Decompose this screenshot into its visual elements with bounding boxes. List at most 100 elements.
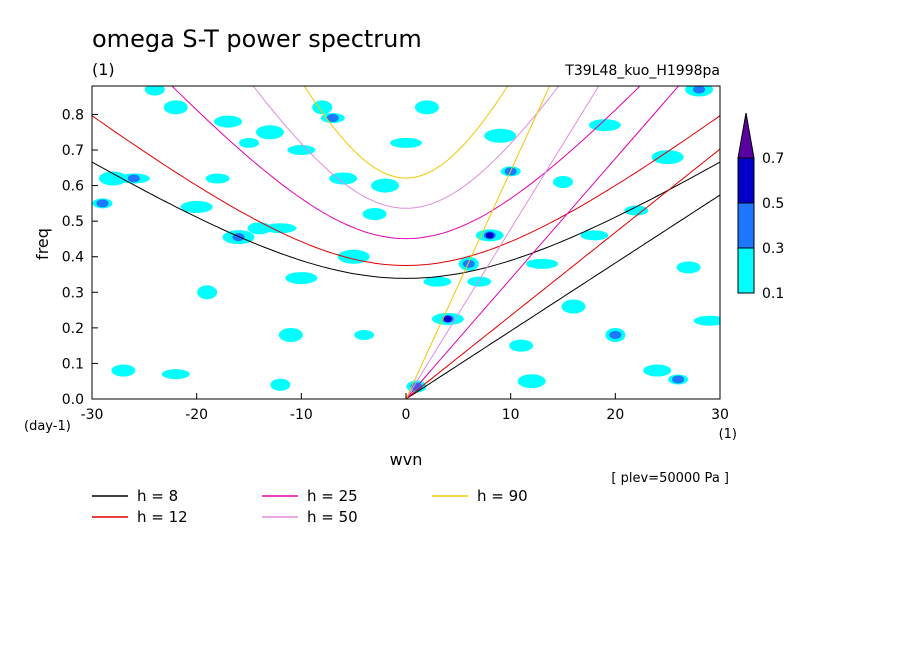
dispersion-curve-8 — [92, 161, 720, 279]
contour-cell — [205, 173, 230, 184]
contour-cell — [239, 137, 259, 148]
colorbar: 0.7 0.5 0.3 0.1 — [737, 112, 784, 302]
dispersion-curve-12 — [92, 115, 720, 267]
kelvin-curve-25 — [405, 86, 680, 399]
x-tick-label: 0 — [402, 407, 411, 423]
dispersion-curve-25 — [171, 86, 641, 240]
chart-title: omega S-T power spectrum — [92, 25, 422, 53]
x-tick-label: -20 — [185, 407, 208, 423]
contour-cell — [484, 128, 517, 143]
contour-cell — [672, 375, 685, 384]
contour-cell — [390, 137, 422, 148]
contour-cell — [111, 364, 136, 377]
x-tick-label: -10 — [290, 407, 313, 423]
contour-cell — [96, 199, 109, 208]
contour-cell — [609, 330, 622, 339]
contour-cell — [285, 272, 318, 285]
y-tick-label: 0.7 — [62, 143, 84, 159]
contour-cell — [676, 261, 701, 274]
legend-label: h = 25 — [307, 487, 358, 505]
kelvin-curve-8 — [405, 194, 720, 399]
contour-cell — [517, 374, 546, 389]
contour-cell — [485, 232, 494, 239]
y-tick-label: 0.4 — [62, 250, 84, 266]
y-tick-label: 0.8 — [62, 107, 84, 123]
contour-cell — [326, 114, 339, 123]
dispersion-curves — [92, 86, 720, 399]
contour-cell — [561, 299, 586, 314]
contour-cell — [354, 329, 375, 340]
x-axis-label: wvn — [390, 450, 423, 469]
contour-cell — [362, 208, 387, 221]
y-tick-label: 0.3 — [62, 285, 84, 301]
dispersion-curve-50 — [252, 86, 560, 209]
y-tick-label: 0.0 — [62, 392, 84, 408]
contour-cell — [443, 315, 452, 322]
legend-label: h = 90 — [477, 487, 528, 505]
contour-cell — [526, 258, 559, 269]
contour-cell — [98, 171, 127, 186]
y-tick-label: 0.6 — [62, 179, 84, 195]
legend-label: h = 12 — [137, 508, 188, 526]
contour-cell — [312, 100, 333, 115]
kelvin-curve-12 — [405, 148, 720, 399]
x-axis-unit: (1) — [719, 427, 737, 442]
contour-cell — [414, 100, 439, 115]
colorbar-label: 0.1 — [762, 286, 784, 302]
colorbar-label: 0.5 — [762, 196, 784, 212]
x-tick-label: 10 — [502, 407, 520, 423]
contour-cell — [270, 378, 291, 391]
plev-annotation: [ plev=50000 Pa ] — [611, 471, 729, 486]
colorbar-segment — [737, 157, 755, 204]
contour-cell — [588, 119, 621, 132]
contour-cell — [180, 200, 213, 213]
legend-label: h = 8 — [137, 487, 178, 505]
contour-cell — [278, 327, 303, 342]
colorbar-label: 0.3 — [762, 241, 784, 257]
legend-label: h = 50 — [307, 508, 358, 526]
y-axis-ticks: 0.0 0.1 0.2 0.3 0.4 0.5 0.6 0.7 0.8 — [62, 107, 98, 408]
contour-cell — [127, 174, 140, 183]
colorbar-arrow — [737, 112, 755, 159]
contour-cell — [553, 176, 573, 189]
y-tick-label: 0.1 — [62, 356, 84, 372]
contour-cell — [264, 223, 297, 234]
x-axis-ticks: -30 -20 -10 0 10 20 30 — [81, 393, 729, 423]
contour-cell — [197, 285, 218, 300]
contour-cell — [337, 249, 370, 264]
legend: h = 8 h = 25 h = 90 h = 12 h = 50 — [92, 487, 528, 526]
y-tick-label: 0.2 — [62, 321, 84, 337]
dispersion-curve-90 — [303, 86, 509, 179]
contour-cell — [163, 100, 188, 115]
x-tick-label: 20 — [606, 407, 624, 423]
x-tick-label: -30 — [81, 407, 104, 423]
run-label: T39L48_kuo_H1998pa — [564, 63, 720, 79]
contour-cell — [371, 178, 400, 193]
contour-cell — [643, 364, 672, 377]
contour-cell — [144, 86, 165, 96]
kelvin-curve-50 — [405, 86, 600, 399]
contour-cell — [255, 125, 284, 140]
contour-cell — [462, 259, 475, 268]
colorbar-segment — [737, 202, 755, 249]
contour-cell — [651, 150, 684, 165]
contour-cell — [467, 276, 492, 287]
contour-cell — [423, 276, 452, 287]
contour-cell — [624, 205, 649, 216]
y-tick-label: 0.5 — [62, 214, 84, 230]
plot-background — [92, 86, 720, 399]
units-label: (1) — [92, 60, 115, 79]
y-axis-unit: (day-1) — [24, 419, 71, 434]
contour-cell — [329, 172, 358, 185]
y-axis-label: freq — [33, 228, 52, 260]
contour-cell — [161, 369, 190, 380]
power-contours — [92, 86, 720, 393]
contour-cell — [693, 86, 706, 94]
x-tick-label: 30 — [711, 407, 729, 423]
colorbar-segment — [737, 247, 755, 294]
contour-cell — [580, 230, 609, 241]
kelvin-curve-90 — [405, 86, 551, 399]
contour-cell — [214, 115, 243, 128]
contour-cell — [693, 315, 720, 326]
